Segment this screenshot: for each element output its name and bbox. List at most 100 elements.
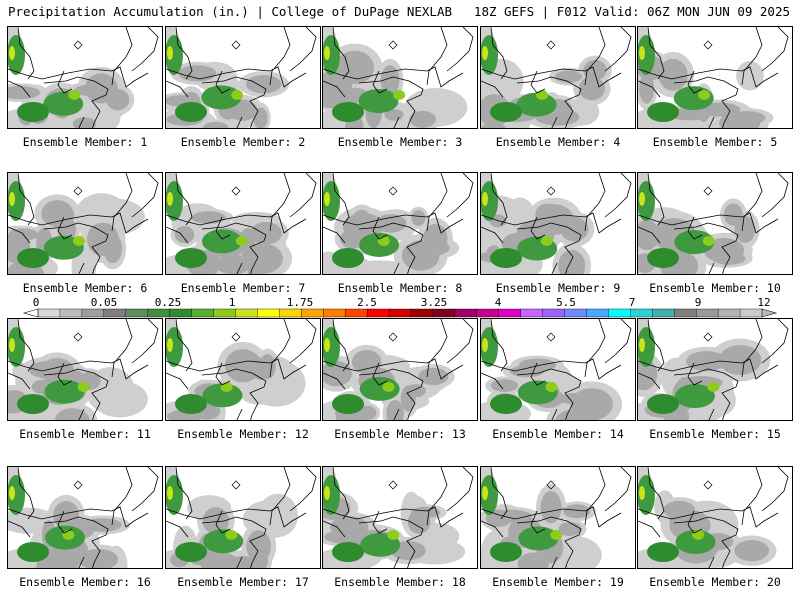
colorbar-swatch: [652, 308, 675, 318]
member-label-5: Ensemble Member: 5: [652, 135, 778, 149]
colorbar-swatch: [498, 308, 522, 318]
colorbar-swatch: [674, 308, 697, 318]
member-label-17: Ensemble Member: 17: [177, 575, 309, 589]
precip-map-13: [323, 319, 474, 420]
precip-map-11: [8, 319, 159, 420]
colorbar-swatch: [147, 308, 171, 318]
colorbar-swatch: [323, 308, 346, 318]
colorbar-tick-label: 0.05: [91, 296, 118, 309]
colorbar-tick-label: 12: [757, 296, 770, 309]
colorbar-swatch: [213, 308, 237, 318]
member-label-16: Ensemble Member: 16: [19, 575, 151, 589]
member-map-13: [322, 318, 478, 421]
colorbar-swatch: [608, 308, 631, 318]
colorbar-swatch: [366, 308, 390, 318]
precip-map-12: [166, 319, 317, 420]
member-map-1: [7, 26, 163, 129]
member-map-4: [480, 26, 636, 129]
member-map-2: [165, 26, 321, 129]
chart-title: Precipitation Accumulation (in.) | Colle…: [8, 4, 453, 19]
colorbar-tick-label: 2.5: [357, 296, 377, 309]
member-label-4: Ensemble Member: 4: [495, 135, 621, 149]
colorbar-swatch: [279, 308, 302, 318]
colorbar-swatch: [81, 308, 105, 318]
colorbar-tick-label: 9: [695, 296, 702, 309]
colorbar-swatch: [695, 308, 719, 318]
colorbar-swatch: [630, 308, 653, 318]
member-label-11: Ensemble Member: 11: [19, 427, 151, 441]
precip-map-20: [638, 467, 789, 568]
precip-map-2: [166, 27, 317, 128]
colorbar-swatch: [564, 308, 588, 318]
member-map-11: [7, 318, 163, 421]
precip-map-15: [638, 319, 789, 420]
colorbar-swatch: [125, 308, 149, 318]
member-label-7: Ensemble Member: 7: [180, 281, 306, 295]
member-label-14: Ensemble Member: 14: [492, 427, 624, 441]
colorbar-swatch: [37, 308, 61, 318]
member-map-7: [165, 172, 321, 275]
member-map-16: [7, 466, 163, 569]
member-map-9: [480, 172, 636, 275]
member-map-6: [7, 172, 163, 275]
colorbar-swatch: [301, 308, 324, 318]
run-valid-time: 18Z GEFS | F012 Valid: 06Z MON JUN 09 20…: [473, 4, 790, 19]
colorbar-swatch: [103, 308, 127, 318]
member-map-5: [637, 26, 793, 129]
member-label-9: Ensemble Member: 9: [495, 281, 621, 295]
colorbar-tick-label: 5.5: [556, 296, 576, 309]
member-label-19: Ensemble Member: 19: [492, 575, 624, 589]
member-map-12: [165, 318, 321, 421]
colorbar-swatch: [410, 308, 434, 318]
member-label-1: Ensemble Member: 1: [22, 135, 148, 149]
member-label-18: Ensemble Member: 18: [334, 575, 466, 589]
colorbar-swatch: [235, 308, 258, 318]
colorbar-swatch: [257, 308, 280, 318]
member-map-15: [637, 318, 793, 421]
member-map-10: [637, 172, 793, 275]
colorbar-tick-label: 0.25: [155, 296, 182, 309]
colorbar-swatch: [388, 308, 412, 318]
colorbar-swatch: [169, 308, 193, 318]
precip-map-17: [166, 467, 317, 568]
colorbar-swatch: [542, 308, 566, 318]
colorbar-tick-label: 1.75: [287, 296, 314, 309]
precip-map-8: [323, 173, 474, 274]
precip-map-1: [8, 27, 159, 128]
precip-map-4: [481, 27, 632, 128]
colorbar-swatch: [586, 308, 610, 318]
colorbar-tick-label: 3.25: [421, 296, 448, 309]
precip-map-5: [638, 27, 789, 128]
member-label-13: Ensemble Member: 13: [334, 427, 466, 441]
member-label-6: Ensemble Member: 6: [22, 281, 148, 295]
precip-map-19: [481, 467, 632, 568]
colorbar-swatch: [59, 308, 83, 318]
precip-map-9: [481, 173, 632, 274]
member-label-12: Ensemble Member: 12: [177, 427, 309, 441]
colorbar-swatch: [476, 308, 500, 318]
member-map-14: [480, 318, 636, 421]
precip-map-10: [638, 173, 789, 274]
colorbar-swatch: [739, 308, 763, 318]
colorbar-tick-label: 4: [495, 296, 502, 309]
precip-map-6: [8, 173, 159, 274]
member-map-18: [322, 466, 478, 569]
precip-map-18: [323, 467, 474, 568]
colorbar-tick-label: 0: [33, 296, 40, 309]
colorbar-max-arrow: [761, 308, 778, 318]
precip-map-7: [166, 173, 317, 274]
colorbar-swatch: [520, 308, 544, 318]
colorbar-swatch: [454, 308, 478, 318]
colorbar-swatch: [432, 308, 456, 318]
member-map-20: [637, 466, 793, 569]
member-map-8: [322, 172, 478, 275]
colorbar-swatch: [344, 308, 368, 318]
member-label-20: Ensemble Member: 20: [649, 575, 781, 589]
member-label-2: Ensemble Member: 2: [180, 135, 306, 149]
precip-map-14: [481, 319, 632, 420]
colorbar-swatch: [191, 308, 215, 318]
member-map-17: [165, 466, 321, 569]
colorbar-tick-label: 1: [229, 296, 236, 309]
precip-map-3: [323, 27, 474, 128]
colorbar-tick-label: 7: [629, 296, 636, 309]
